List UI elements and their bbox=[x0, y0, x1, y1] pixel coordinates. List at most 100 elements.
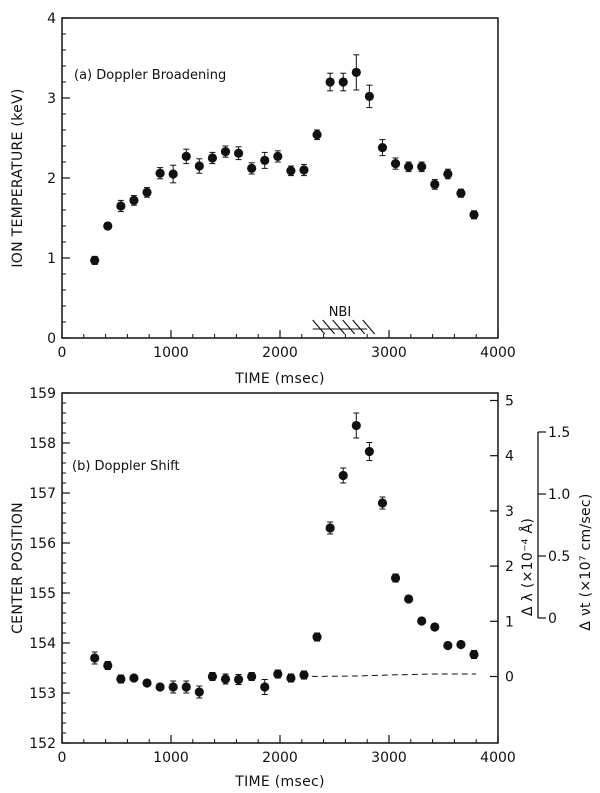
panel-b-y-tick-label: 157 bbox=[29, 486, 56, 502]
panel-b-point bbox=[103, 660, 113, 671]
panel-b-marker bbox=[390, 573, 401, 583]
panel-a-marker bbox=[377, 143, 388, 153]
panel-a-marker bbox=[247, 163, 257, 173]
panel-a-point bbox=[233, 146, 244, 161]
panel-a-marker bbox=[286, 166, 296, 176]
panel-a-marker bbox=[404, 162, 414, 172]
panel-a-marker bbox=[233, 148, 244, 158]
panel-a-x-tick-label: 2000 bbox=[262, 345, 298, 361]
panel-a-point bbox=[469, 210, 479, 220]
panel-a-marker bbox=[116, 201, 126, 211]
panel-b-marker bbox=[299, 670, 309, 680]
panel-a-data-points bbox=[90, 54, 479, 265]
nbi-hatch bbox=[362, 319, 376, 335]
panel-a-marker bbox=[273, 151, 283, 161]
panel-b-point bbox=[351, 412, 361, 439]
panel-b-marker bbox=[142, 678, 152, 688]
panel-a-marker bbox=[168, 169, 178, 179]
panel-a-ion-temperature: 0 1000 2000 3000 4000 0 1 2 3 4 NBI (a) Doppler B… bbox=[10, 11, 516, 387]
panel-a-marker bbox=[364, 91, 374, 101]
panel-a-y-tick-label: 0 bbox=[47, 331, 56, 347]
panel-b-marker bbox=[417, 616, 427, 626]
panel-b-data-points bbox=[90, 412, 479, 699]
right-axis-2-tick-label: 0 bbox=[548, 611, 557, 627]
right-axis-delta-lambda-label: Δ λ (×10⁻⁴ Å) bbox=[519, 518, 536, 616]
panel-a-point bbox=[181, 148, 191, 165]
panel-b-marker bbox=[247, 671, 257, 682]
panel-b-x-tick-label: 0 bbox=[58, 750, 67, 766]
right-axis-2-tick-label: 1.0 bbox=[548, 487, 570, 503]
panel-a-point bbox=[194, 158, 204, 174]
panel-b-marker bbox=[404, 594, 414, 604]
panel-a-point bbox=[116, 199, 126, 213]
right-axis-delta-lambda: 0 1 2 3 4 5 bbox=[490, 394, 514, 686]
panel-b-x-tick-label: 3000 bbox=[371, 750, 407, 766]
panel-b-point bbox=[364, 442, 374, 461]
panel-b-point bbox=[207, 671, 218, 682]
panel-a-point bbox=[312, 129, 322, 141]
panel-b-marker bbox=[312, 632, 322, 642]
panel-a-marker bbox=[390, 159, 401, 169]
panel-b-marker bbox=[207, 671, 218, 682]
panel-a-marker bbox=[338, 77, 348, 87]
panel-b-marker bbox=[116, 674, 126, 684]
panel-b-point bbox=[456, 639, 466, 650]
nbi-hatch bbox=[312, 319, 326, 335]
panel-a-annotation: (a) Doppler Broadening bbox=[74, 68, 226, 83]
panel-b-marker bbox=[456, 639, 466, 650]
panel-a-x-tick-label: 3000 bbox=[371, 345, 407, 361]
nbi-hatch bbox=[342, 319, 356, 335]
panel-a-x-tick-label: 1000 bbox=[153, 345, 189, 361]
panel-b-marker bbox=[194, 687, 204, 697]
panel-b-point bbox=[325, 521, 335, 535]
panel-b-marker bbox=[325, 523, 335, 533]
right-axis-1-tick-label: 3 bbox=[505, 504, 514, 520]
nbi-label: NBI bbox=[329, 305, 351, 320]
panel-b-marker bbox=[260, 682, 270, 692]
panel-b-marker bbox=[273, 669, 283, 679]
panel-a-point bbox=[351, 54, 361, 91]
panel-b-point bbox=[129, 673, 139, 683]
panel-a-x-tick-label: 0 bbox=[58, 345, 67, 361]
panel-b-point bbox=[247, 671, 257, 682]
panel-b-point bbox=[116, 674, 126, 684]
panel-b-y-tick-label: 158 bbox=[29, 436, 56, 452]
panel-b-center-position: 0 1000 2000 3000 400015215315415515615715815… bbox=[10, 386, 594, 790]
panel-a-point bbox=[390, 157, 401, 170]
panel-a-point bbox=[364, 84, 374, 109]
panel-b-point bbox=[417, 616, 427, 626]
panel-a-point bbox=[273, 150, 283, 163]
panel-a-marker bbox=[181, 151, 191, 161]
panel-a-point bbox=[443, 168, 453, 180]
panel-b-marker bbox=[469, 649, 479, 660]
panel-b-point bbox=[142, 678, 152, 688]
panel-b-point bbox=[233, 674, 244, 685]
nbi-hatch bbox=[352, 319, 366, 335]
panel-b-y-tick-label: 153 bbox=[29, 686, 56, 702]
panel-b-point bbox=[312, 632, 322, 642]
panel-b-point bbox=[404, 594, 414, 604]
panel-b-marker bbox=[364, 446, 374, 457]
panel-a-point bbox=[404, 161, 414, 173]
panel-a-y-tick-label: 1 bbox=[47, 251, 56, 267]
panel-a-point bbox=[129, 195, 139, 206]
panel-b-marker bbox=[155, 682, 165, 692]
panel-a-point bbox=[103, 221, 113, 231]
panel-a-point bbox=[168, 164, 178, 184]
panel-a-marker bbox=[207, 153, 218, 163]
panel-a-marker bbox=[103, 221, 113, 231]
panel-b-x-axis-label: TIME (msec) bbox=[234, 774, 325, 790]
panel-b-point bbox=[194, 685, 204, 699]
panel-a-y-axis-label: ION TEMPERATURE (keV) bbox=[10, 88, 26, 267]
panel-b-x-tick-label: 4000 bbox=[480, 750, 516, 766]
panel-b-marker bbox=[286, 673, 296, 683]
panel-a-point bbox=[207, 151, 218, 165]
panel-a-point bbox=[377, 139, 388, 157]
nbi-hatch bbox=[322, 319, 336, 335]
panel-a-point bbox=[142, 187, 152, 198]
right-axis-1-tick-label: 0 bbox=[505, 670, 514, 686]
panel-b-point bbox=[469, 649, 479, 660]
panel-a-marker bbox=[312, 130, 322, 140]
right-axis-delta-velocity-label: Δ νt (×10⁷ cm/sec) bbox=[578, 493, 594, 630]
